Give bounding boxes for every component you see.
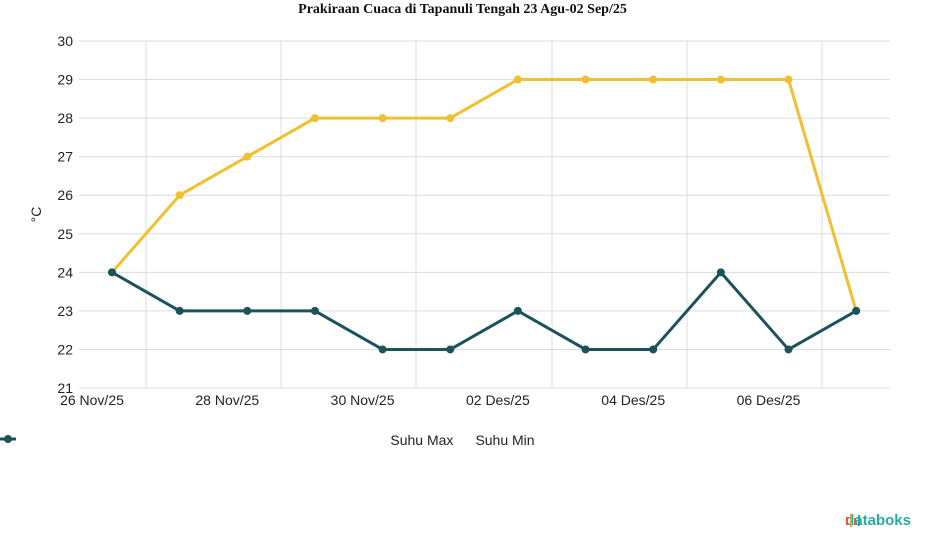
data-point-suhu-min (852, 306, 861, 315)
legend-item-suhu-max[interactable]: Suhu Max (0, 432, 454, 448)
data-point-suhu-min (175, 306, 184, 315)
data-point-suhu-min (108, 268, 116, 277)
y-tick-label: 24 (57, 264, 73, 280)
data-point-suhu-min (513, 306, 522, 315)
x-tick-label: 02 Des/25 (466, 392, 530, 408)
brand-name: databoks (845, 512, 911, 529)
data-point-suhu-max (310, 114, 319, 123)
y-tick-label: 30 (57, 33, 73, 49)
data-point-suhu-min (310, 306, 319, 315)
legend-label-suhu-min: Suhu Min (475, 432, 535, 448)
y-tick-label: 21 (57, 380, 73, 396)
y-tick-label: 27 (57, 149, 73, 165)
data-point-suhu-min (243, 306, 252, 315)
legend-label-suhu-max: Suhu Max (390, 432, 454, 448)
data-point-suhu-min (378, 345, 387, 354)
legend-item-suhu-min[interactable]: Suhu Min (0, 432, 535, 448)
y-tick-label: 23 (57, 303, 73, 319)
x-tick-label: 30 Nov/25 (331, 392, 395, 408)
x-tick-label: 04 Des/25 (601, 392, 665, 408)
data-point-suhu-max (513, 75, 522, 84)
series-line-suhu-min (111, 270, 857, 351)
data-point-suhu-max (581, 75, 590, 84)
data-point-suhu-max (784, 75, 793, 84)
data-point-suhu-min (581, 345, 590, 354)
data-point-suhu-min (446, 345, 455, 354)
data-point-suhu-max (446, 114, 455, 123)
data-point-suhu-min (716, 268, 725, 277)
data-point-suhu-min (649, 345, 658, 354)
brand-logo: databoks (845, 512, 911, 529)
y-axis-label: °C (28, 207, 44, 223)
data-point-suhu-max (649, 75, 658, 84)
data-point-suhu-max (243, 152, 252, 161)
series-line-suhu-max (110, 78, 858, 312)
data-point-suhu-min (784, 345, 793, 354)
chart-title: Prakiraan Cuaca di Tapanuli Tengah 23 Ag… (298, 2, 627, 17)
legend-marker-suhu-min (0, 435, 16, 443)
y-tick-label: 25 (57, 226, 73, 242)
y-tick-label: 29 (57, 72, 73, 88)
y-tick-label: 22 (57, 341, 73, 357)
bars-icon (846, 514, 861, 527)
y-tick-label: 28 (57, 110, 73, 126)
data-point-suhu-max (378, 114, 387, 123)
x-tick-label: 06 Des/25 (737, 392, 801, 408)
data-point-suhu-max (175, 191, 184, 200)
legend: Suhu Max Suhu Min (0, 432, 925, 448)
data-point-suhu-max (716, 75, 725, 84)
y-tick-label: 26 (57, 187, 73, 203)
x-tick-label: 28 Nov/25 (195, 392, 259, 408)
x-tick-label: 26 Nov/25 (60, 392, 124, 408)
